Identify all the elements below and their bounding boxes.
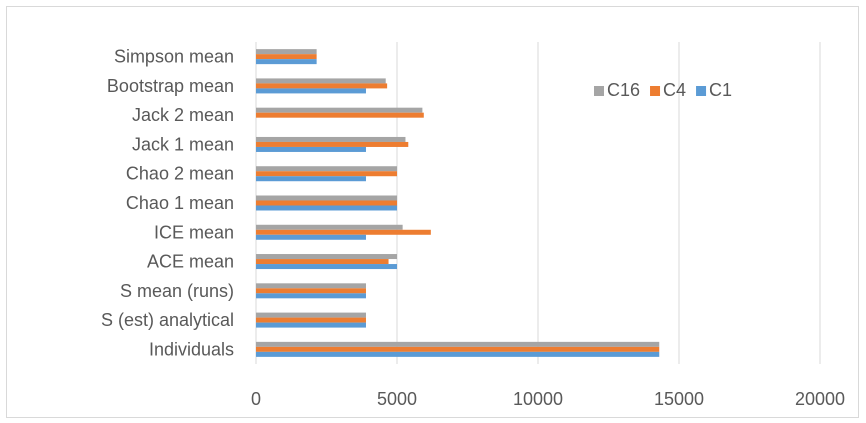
category-label-0: Simpson mean — [114, 47, 234, 67]
legend-label-c16: C16 — [607, 80, 640, 100]
legend-swatch-c1 — [696, 86, 707, 96]
bar-c1-3 — [256, 146, 366, 152]
x-tick-label-0: 0 — [251, 389, 261, 409]
bar-c16-9 — [256, 312, 366, 318]
bar-c1-5 — [256, 205, 397, 211]
category-label-4: Chao 2 mean — [126, 164, 234, 184]
bar-c1-7 — [256, 264, 397, 270]
bar-c16-1 — [256, 78, 386, 84]
bar-c4-8 — [256, 288, 366, 294]
bar-c16-0 — [256, 49, 317, 55]
bar-c1-10 — [256, 351, 660, 357]
category-label-7: ACE mean — [147, 252, 234, 272]
bar-c4-1 — [256, 83, 388, 89]
bar-c16-7 — [256, 254, 397, 260]
bar-c1-8 — [256, 293, 366, 299]
bar-c4-10 — [256, 346, 660, 352]
category-label-3: Jack 1 mean — [132, 134, 234, 154]
bar-c16-8 — [256, 283, 366, 289]
bar-c1-9 — [256, 322, 366, 328]
bar-c16-10 — [256, 341, 660, 347]
bar-c1-0 — [256, 59, 317, 65]
bar-c16-4 — [256, 166, 397, 172]
legend: C16 C4 C1 — [594, 80, 732, 100]
bar-c4-2 — [256, 112, 424, 118]
category-label-8: S mean (runs) — [120, 281, 234, 301]
bars — [256, 49, 660, 357]
bar-c1-6 — [256, 234, 366, 240]
bar-c4-3 — [256, 141, 409, 147]
category-label-6: ICE mean — [154, 222, 234, 242]
bar-c4-7 — [256, 259, 389, 265]
legend-label-c4: C4 — [663, 80, 686, 100]
bar-c1-4 — [256, 176, 366, 182]
category-label-1: Bootstrap mean — [107, 76, 234, 96]
bar-c4-0 — [256, 54, 317, 60]
category-label-10: Individuals — [149, 339, 234, 359]
bar-c4-5 — [256, 200, 397, 206]
bar-c16-3 — [256, 136, 406, 142]
legend-label-c1: C1 — [709, 80, 732, 100]
x-tick-label-4: 20000 — [795, 389, 845, 409]
bar-c16-6 — [256, 224, 403, 230]
legend-swatch-c4 — [650, 86, 661, 96]
x-tick-label-2: 10000 — [513, 389, 563, 409]
legend-swatch-c16 — [594, 86, 604, 96]
bar-c16-5 — [256, 195, 397, 201]
bar-c4-6 — [256, 229, 431, 235]
x-tick-label-3: 15000 — [654, 389, 704, 409]
bar-c1-1 — [256, 88, 366, 94]
bar-c16-2 — [256, 107, 423, 113]
category-label-5: Chao 1 mean — [126, 193, 234, 213]
bar-c4-4 — [256, 171, 397, 177]
category-label-9: S (est) analytical — [101, 310, 234, 330]
bar-c4-9 — [256, 317, 366, 323]
x-tick-label-1: 5000 — [377, 389, 417, 409]
y-axis: Simpson mean Bootstrap mean Jack 2 mean Jac… — [101, 47, 234, 360]
x-axis: 0 5000 10000 15000 20000 — [251, 389, 845, 409]
category-label-2: Jack 2 mean — [132, 105, 234, 125]
